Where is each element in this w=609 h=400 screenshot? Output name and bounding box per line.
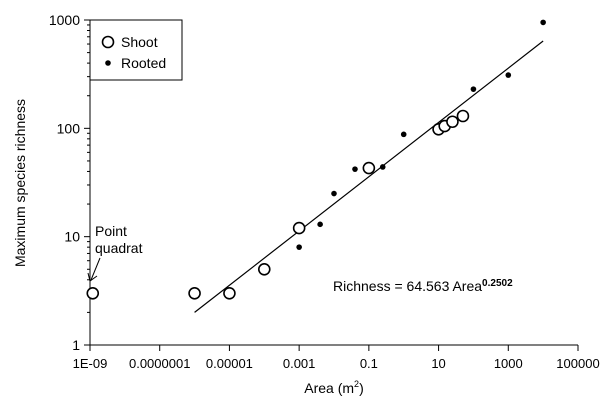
- annotation-arrow-head: [87, 272, 98, 282]
- x-axis-label: Area (m2): [304, 379, 363, 396]
- series-rooted: [296, 19, 546, 250]
- x-axis-label-text: Area (m: [304, 380, 354, 396]
- data-point-rooted: [317, 221, 323, 228]
- x-tick-label: 0.00001: [206, 356, 253, 371]
- data-point-rooted: [540, 19, 546, 26]
- annotation-line-1: Point: [95, 223, 127, 239]
- data-point-rooted: [331, 190, 337, 197]
- x-axis-label-close: ): [359, 380, 364, 396]
- data-point-shoot: [362, 161, 376, 175]
- x-tick-label: 1000: [494, 356, 523, 371]
- y-tick-label: 100: [57, 120, 81, 136]
- data-point-rooted: [352, 166, 358, 172]
- x-tick-label: 0.1: [360, 356, 378, 371]
- y-axis-label: Maximum species richness: [12, 99, 28, 267]
- x-tick-label: 100000: [556, 356, 599, 371]
- legend-box: [89, 19, 183, 81]
- data-point-shoot: [446, 115, 459, 129]
- y-tick-label: 1000: [49, 12, 80, 28]
- y-tick-label: 10: [64, 229, 80, 245]
- regression-line: [194, 40, 544, 313]
- x-ticks: 1E-09 0.0000001 0.00001 0.001 0.1 10 1000 10000…: [73, 345, 600, 371]
- x-axis-label-superscript: 2: [354, 379, 359, 389]
- legend-label-rooted: Rooted: [121, 55, 166, 71]
- series-shoot: [86, 109, 470, 300]
- data-point-shoot: [86, 287, 100, 300]
- legend-marker-shoot: [101, 35, 115, 49]
- fit-equation: Richness = 64.563 Area0.2502: [333, 278, 513, 294]
- data-point-shoot: [188, 287, 201, 300]
- y-ticks: 1 10 100 1000: [49, 12, 90, 353]
- fit-equation-text: Richness = 64.563 Area: [333, 278, 482, 294]
- x-tick-label: 0.001: [283, 356, 316, 371]
- data-point-rooted: [400, 131, 407, 138]
- data-point-shoot: [257, 262, 271, 276]
- annotation-line-2: quadrat: [95, 240, 143, 256]
- y-tick-label: 1: [72, 337, 80, 353]
- data-point-rooted: [379, 164, 386, 170]
- legend-label-shoot: Shoot: [121, 34, 158, 50]
- data-point-shoot: [292, 221, 306, 235]
- x-tick-label: 0.0000001: [129, 356, 190, 371]
- data-point-shoot: [456, 109, 470, 123]
- annotation-arrow-shaft: [90, 257, 101, 281]
- data-point-rooted: [296, 244, 302, 250]
- x-tick-label: 1E-09: [73, 356, 108, 371]
- data-point-rooted: [470, 86, 477, 92]
- legend-marker-rooted: [105, 60, 111, 66]
- x-tick-label: 10: [431, 356, 445, 371]
- legend: Shoot Rooted: [89, 19, 183, 81]
- fit-equation-exponent: 0.2502: [482, 278, 513, 289]
- data-point-rooted: [505, 72, 512, 78]
- data-point-shoot: [223, 287, 236, 300]
- point-quadrat-annotation: Point quadrat: [87, 223, 143, 282]
